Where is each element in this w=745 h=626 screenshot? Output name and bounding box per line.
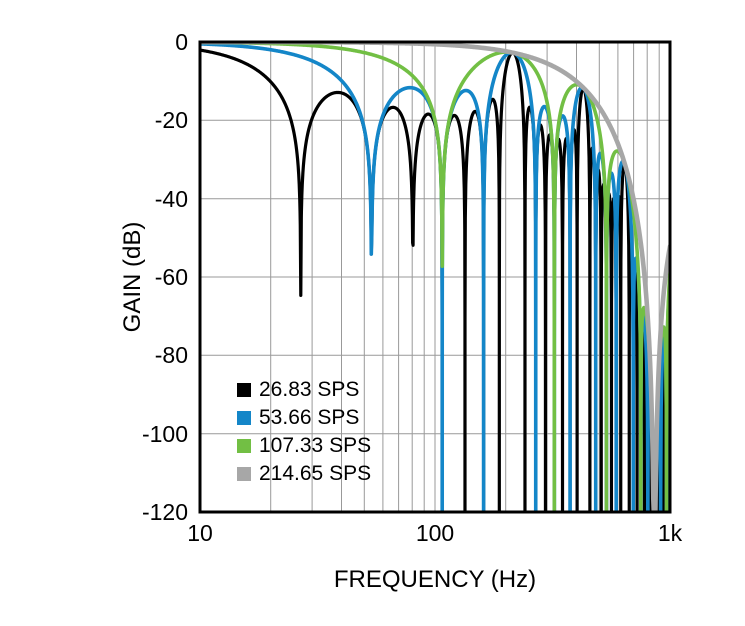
legend-item: 107.33 SPS: [237, 432, 371, 460]
x-tick-label: 100: [415, 520, 455, 546]
y-tick-label: -40: [154, 185, 188, 212]
y-axis-title: GAIN (dB): [119, 221, 146, 333]
legend-swatch: [237, 439, 251, 453]
y-tick-label: -20: [154, 107, 188, 134]
legend-item: 26.83 SPS: [237, 376, 371, 404]
legend-item: 53.66 SPS: [237, 404, 371, 432]
legend-label: 214.65 SPS: [259, 462, 372, 485]
plot-frame: [198, 40, 672, 514]
legend: 26.83 SPS 53.66 SPS 107.33 SPS 214.65 SPS: [237, 376, 371, 488]
series-line-26-83-sps: [200, 48, 670, 512]
y-tick-label: -120: [141, 499, 188, 525]
legend-swatch: [237, 383, 251, 397]
legend-label: 53.66 SPS: [259, 406, 360, 429]
legend-label: 26.83 SPS: [259, 378, 360, 401]
y-tick-label: -60: [154, 264, 188, 290]
x-axis-title: FREQUENCY (Hz): [333, 566, 537, 593]
y-tick-label: 0: [175, 29, 188, 55]
y-tick-label: -80: [154, 342, 188, 369]
y-tick-label: -100: [141, 420, 188, 447]
legend-label: 107.33 SPS: [259, 434, 372, 457]
x-tick-label: 1k: [657, 520, 683, 546]
legend-item: 214.65 SPS: [237, 460, 371, 488]
legend-swatch: [237, 467, 251, 481]
legend-swatch: [237, 411, 251, 425]
x-tick-label: 10: [187, 520, 213, 546]
